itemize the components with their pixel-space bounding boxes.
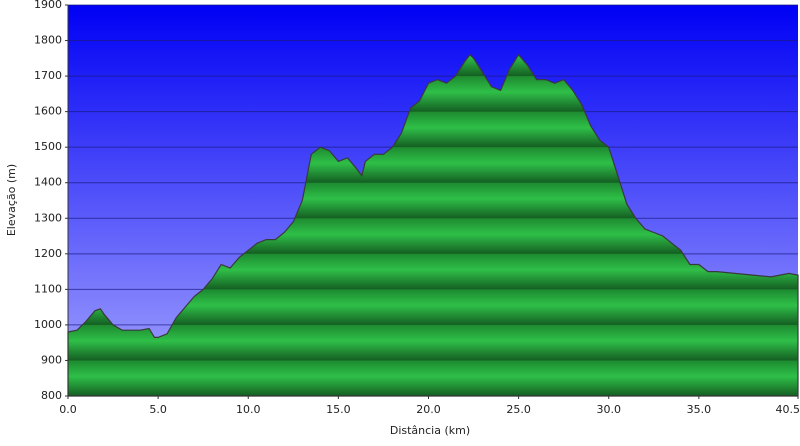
- x-tick-label: 0.0: [59, 403, 77, 416]
- x-tick-label: 15.0: [326, 403, 351, 416]
- x-tick-label: 30.0: [596, 403, 621, 416]
- elevation-area: [67, 53, 799, 397]
- y-tick-label: 1500: [34, 140, 62, 153]
- y-tick-label: 900: [41, 353, 62, 366]
- x-tick-label: 20.0: [416, 403, 441, 416]
- y-tick-label: 1900: [34, 0, 62, 11]
- y-axis-title: Elevação (m): [5, 164, 18, 236]
- y-tick-label: 1600: [34, 105, 62, 118]
- y-tick-label: 1800: [34, 34, 62, 47]
- x-tick-label: 40.5: [776, 403, 800, 416]
- y-tick-label: 1000: [34, 318, 62, 331]
- y-tick-label: 1300: [34, 211, 62, 224]
- x-tick-label: 25.0: [506, 403, 531, 416]
- y-tick-label: 1200: [34, 247, 62, 260]
- x-axis-title: Distância (km): [390, 424, 470, 437]
- x-tick-label: 5.0: [149, 403, 167, 416]
- y-tick-label: 800: [41, 389, 62, 402]
- y-tick-label: 1700: [34, 69, 62, 82]
- x-tick-label: 10.0: [236, 403, 261, 416]
- x-tick-label: 35.0: [687, 403, 712, 416]
- y-tick-label: 1100: [34, 282, 62, 295]
- y-tick-label: 1400: [34, 176, 62, 189]
